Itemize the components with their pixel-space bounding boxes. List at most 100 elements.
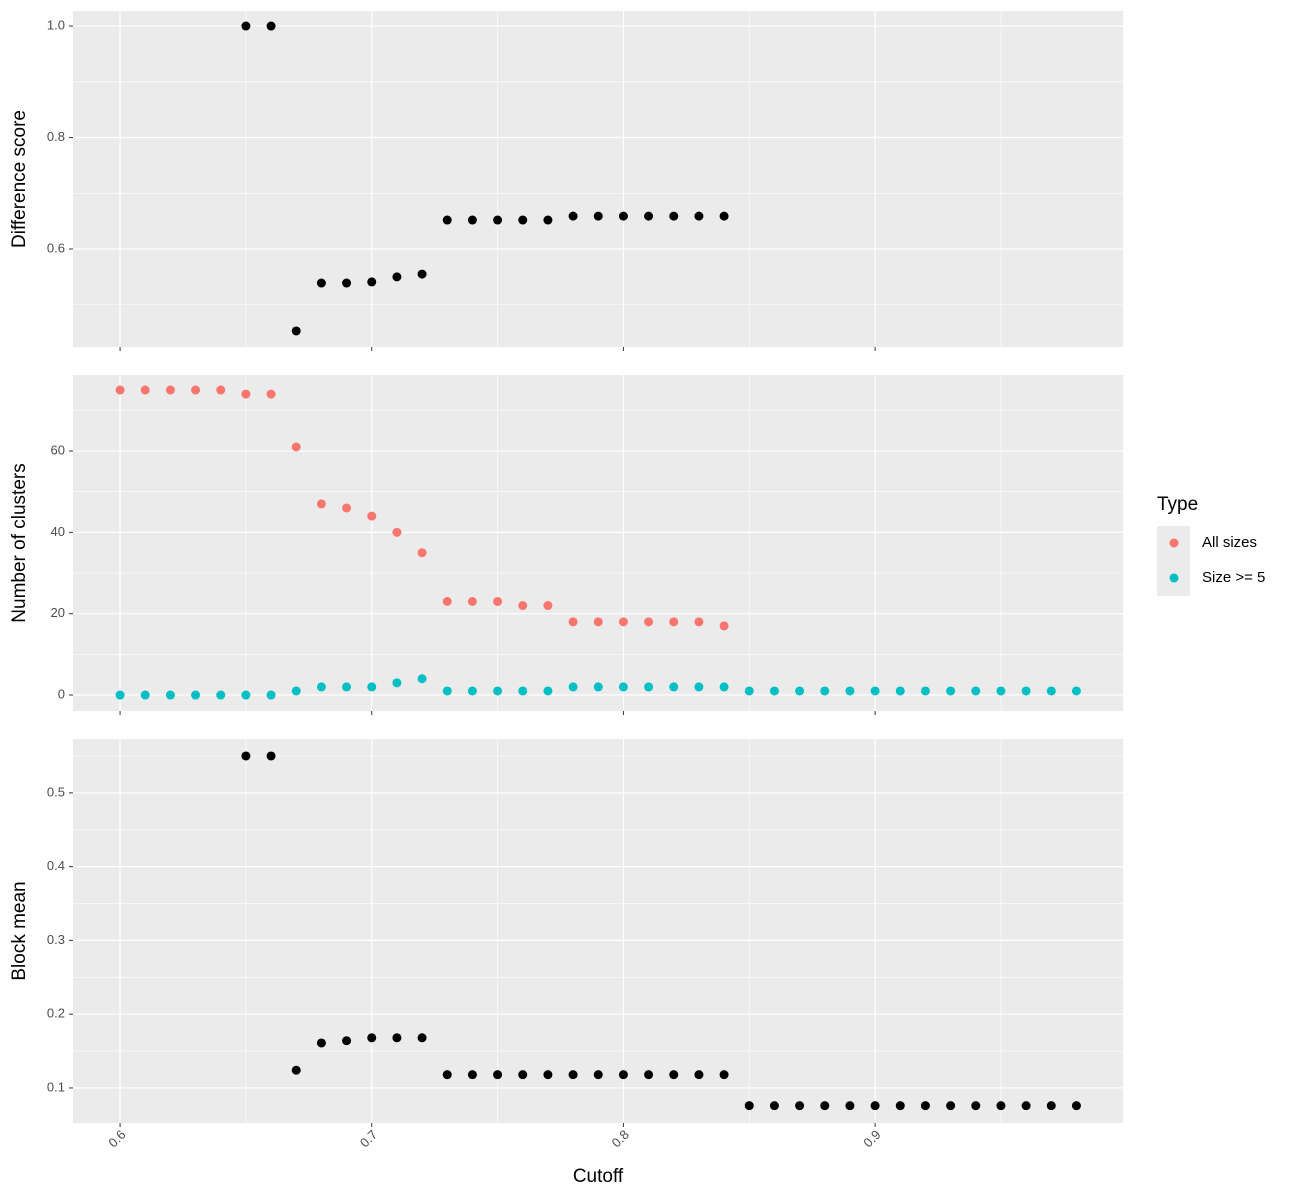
point xyxy=(669,682,679,692)
point xyxy=(417,548,427,558)
point xyxy=(316,682,326,692)
point xyxy=(518,1070,528,1080)
y-tick-label: 0.8 xyxy=(47,129,65,144)
point xyxy=(644,211,654,221)
panel-background xyxy=(73,375,1123,711)
point xyxy=(744,1101,754,1111)
point xyxy=(191,690,201,700)
point xyxy=(568,1070,578,1080)
point xyxy=(392,678,402,688)
point xyxy=(1046,686,1056,696)
point xyxy=(266,690,276,700)
point xyxy=(568,211,578,221)
point xyxy=(367,1033,377,1043)
point xyxy=(518,601,528,611)
point xyxy=(795,686,805,696)
point xyxy=(392,272,402,282)
point xyxy=(342,682,352,692)
point xyxy=(593,617,603,627)
point xyxy=(568,682,578,692)
legend-label: Size >= 5 xyxy=(1202,569,1265,586)
point xyxy=(417,269,427,279)
point xyxy=(518,215,528,225)
point xyxy=(467,596,477,606)
legend-title: Type xyxy=(1157,494,1198,515)
point xyxy=(216,690,226,700)
point xyxy=(241,690,251,700)
y-tick-label: 0.5 xyxy=(47,784,65,799)
point xyxy=(644,617,654,627)
point xyxy=(442,686,452,696)
point xyxy=(140,385,150,395)
point xyxy=(467,686,477,696)
point xyxy=(669,211,679,221)
y-tick-label: 40 xyxy=(51,524,65,539)
y-tick-label: 0.6 xyxy=(47,240,65,255)
point xyxy=(115,385,125,395)
point xyxy=(543,1070,553,1080)
x-tick-label: 0.8 xyxy=(609,1127,632,1150)
point xyxy=(644,682,654,692)
point xyxy=(342,1036,352,1046)
point xyxy=(115,690,125,700)
point xyxy=(946,1101,956,1111)
point xyxy=(316,1038,326,1048)
point xyxy=(618,1070,628,1080)
point xyxy=(291,686,301,696)
point xyxy=(493,596,503,606)
point xyxy=(618,682,628,692)
y-tick-label: 0 xyxy=(58,686,65,701)
point xyxy=(719,621,729,631)
x-tick-label: 0.6 xyxy=(105,1127,128,1150)
y-tick-label: 1.0 xyxy=(47,17,65,32)
point xyxy=(241,389,251,399)
point xyxy=(719,1070,729,1080)
x-tick-label: 0.9 xyxy=(860,1127,883,1150)
point xyxy=(291,1065,301,1075)
point xyxy=(644,1070,654,1080)
y-tick-label: 0.1 xyxy=(47,1079,65,1094)
point xyxy=(719,682,729,692)
point xyxy=(417,674,427,684)
point xyxy=(971,1101,981,1111)
point xyxy=(140,690,150,700)
point xyxy=(266,389,276,399)
point xyxy=(694,211,704,221)
point xyxy=(493,686,503,696)
point xyxy=(1046,1101,1056,1111)
x-axis-title: Cutoff xyxy=(573,1166,624,1187)
point xyxy=(342,278,352,288)
y-axis-title: Difference score xyxy=(9,110,30,248)
point xyxy=(895,1101,905,1111)
point xyxy=(1021,1101,1031,1111)
point xyxy=(191,385,201,395)
point xyxy=(467,1070,477,1080)
panel-background xyxy=(73,739,1123,1123)
point xyxy=(266,751,276,761)
point xyxy=(870,686,880,696)
point xyxy=(845,686,855,696)
point xyxy=(694,617,704,627)
point xyxy=(316,499,326,509)
legend-key-background xyxy=(1157,526,1190,596)
point xyxy=(920,1101,930,1111)
point xyxy=(996,686,1006,696)
point xyxy=(870,1101,880,1111)
y-tick-label: 60 xyxy=(51,442,65,457)
point xyxy=(669,1070,679,1080)
point xyxy=(442,1070,452,1080)
point xyxy=(165,690,175,700)
y-tick-label: 0.4 xyxy=(47,858,65,873)
y-tick-label: 20 xyxy=(51,605,65,620)
point xyxy=(216,385,226,395)
point xyxy=(467,215,477,225)
panel-background xyxy=(73,11,1123,347)
y-axis-title: Block mean xyxy=(9,881,30,980)
point xyxy=(820,1101,830,1111)
point xyxy=(266,21,276,31)
x-tick-label: 0.7 xyxy=(357,1127,380,1150)
point xyxy=(618,617,628,627)
point xyxy=(316,278,326,288)
legend-key xyxy=(1169,573,1179,583)
